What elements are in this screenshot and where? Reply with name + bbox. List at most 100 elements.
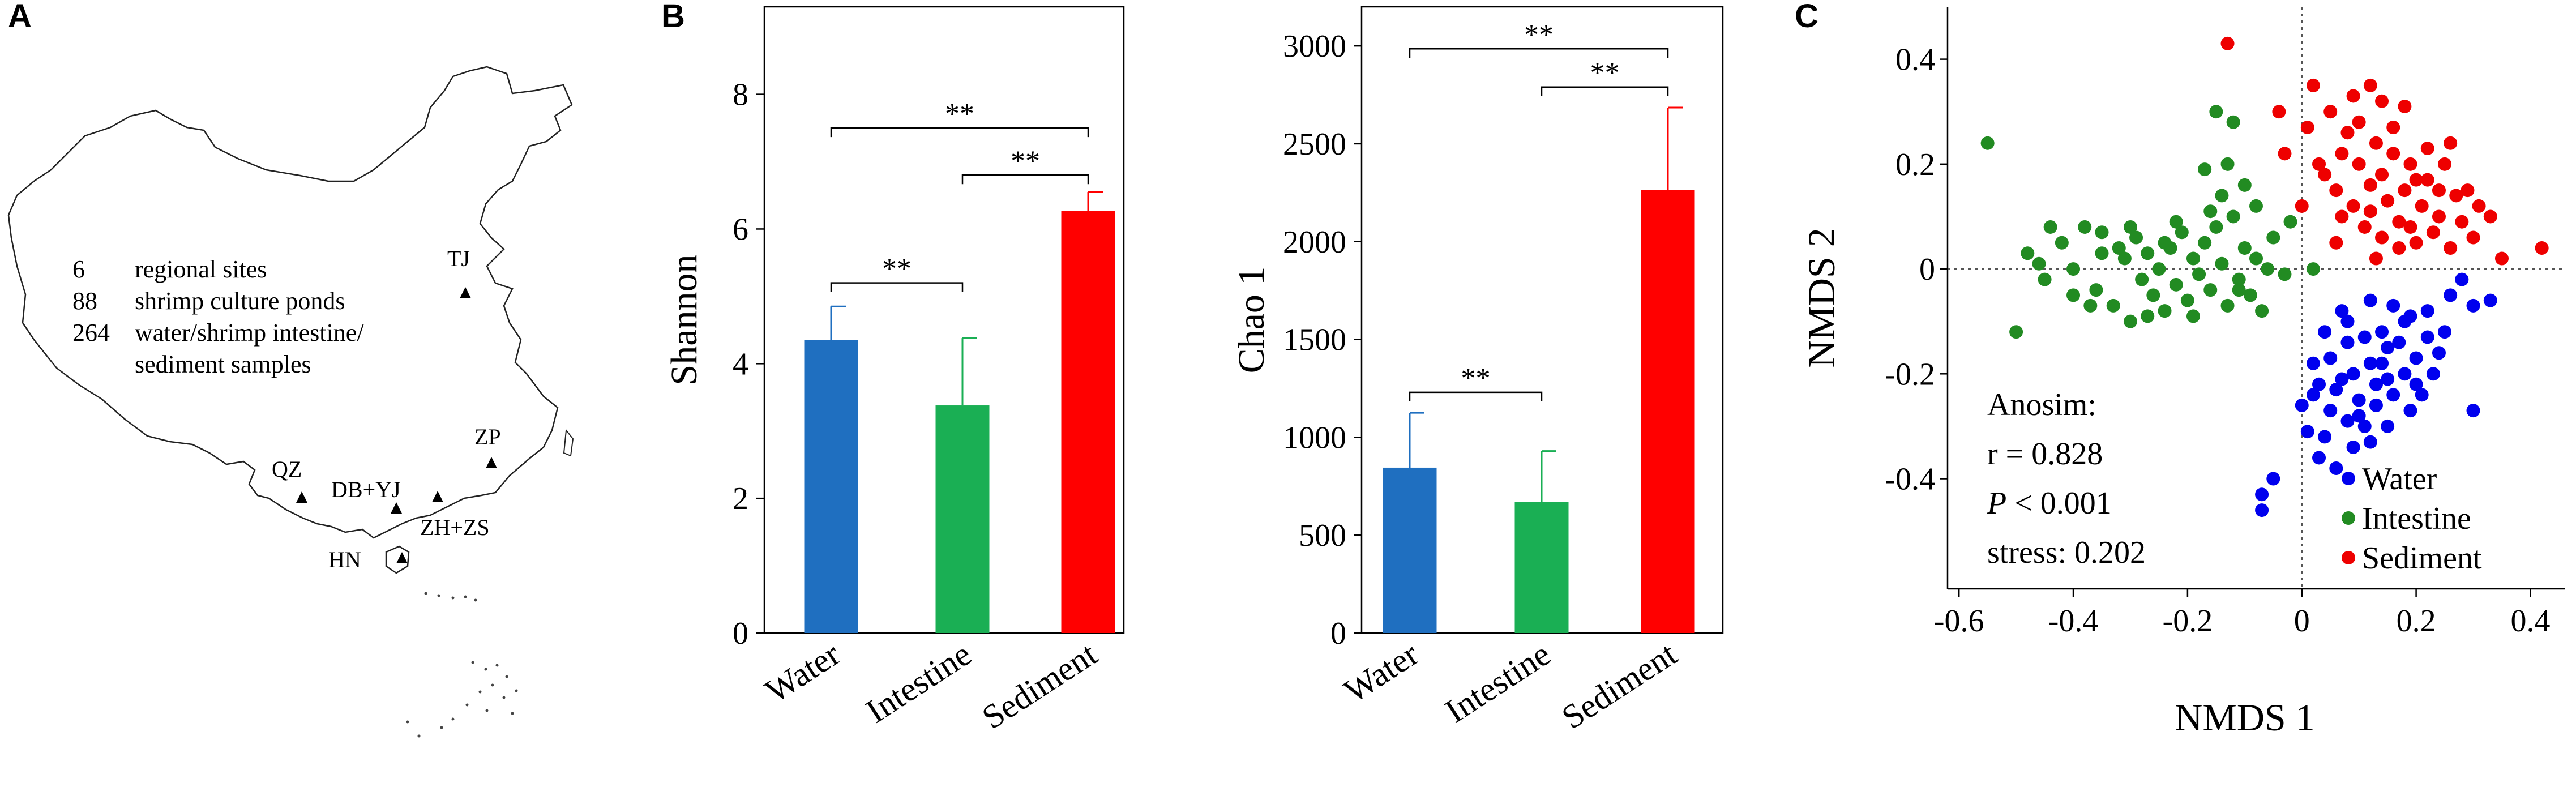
nmds-point-water-50 — [2306, 388, 2320, 402]
shannon-ytick-label-3: 6 — [733, 212, 748, 247]
shannon-sig-label-1: ** — [1011, 145, 1040, 177]
china-map: 6 regional sites 88 shrimp culture ponds… — [7, 66, 574, 738]
nmds-point-sediment-32 — [2494, 251, 2509, 266]
nmds-point-water-11 — [2357, 419, 2372, 433]
nmds-points — [1980, 36, 2549, 518]
shannon-ytick-label-1: 2 — [733, 481, 748, 516]
nmds-point-sediment-42 — [2335, 209, 2349, 224]
nmds-point-intestine-9 — [2106, 298, 2120, 313]
nmds-point-intestine-36 — [2266, 230, 2280, 245]
nmds-point-intestine-45 — [2249, 199, 2263, 213]
nmds-xtick-label-2: -0.2 — [2163, 604, 2213, 639]
nmds-point-sediment-10 — [2352, 157, 2366, 171]
anosim-p-symbol: P — [1987, 486, 2006, 521]
nmds-point-water-48 — [2420, 304, 2434, 318]
nmds-point-intestine-17 — [2158, 304, 2172, 318]
anosim-line-2: r = 0.828 — [1987, 437, 2103, 472]
nmds-point-intestine-16 — [2152, 262, 2166, 276]
nmds-point-intestine-20 — [2175, 225, 2189, 240]
taiwan-outline — [563, 429, 574, 457]
nmds-point-water-5 — [2312, 377, 2326, 391]
nmds-point-sediment-49 — [2403, 220, 2417, 234]
nmds-point-water-19 — [2426, 367, 2440, 381]
nmds-point-water-22 — [2346, 440, 2360, 454]
shannon-xtick-label-intestine: Intestine — [859, 635, 978, 730]
nmds-point-intestine-54 — [2232, 283, 2246, 297]
nmds-point-sediment-33 — [2535, 241, 2549, 255]
nmds-xtick-label-3: 0 — [2294, 604, 2310, 639]
shannon-bar-water — [804, 340, 858, 633]
chao1-ytick-label-2: 1000 — [1283, 420, 1346, 455]
nmds-ytick-label-2: 0 — [1919, 252, 1935, 287]
nmds-point-intestine-39 — [2306, 262, 2320, 276]
nmds-point-water-42 — [2323, 351, 2338, 365]
nmds-point-water-7 — [2375, 325, 2389, 339]
nmds-point-intestine-47 — [2043, 220, 2057, 234]
shannon-bar-sediment — [1061, 211, 1115, 634]
nmds-point-sediment-38 — [2300, 121, 2314, 135]
nmds-point-intestine-41 — [2226, 115, 2240, 129]
nmds-point-water-18 — [2438, 325, 2452, 339]
chao1-ylabel: Chao 1 — [1231, 267, 1272, 374]
nmds-point-intestine-30 — [2232, 272, 2246, 286]
nmds-point-sediment-29 — [2444, 241, 2458, 255]
nmds-point-water-54 — [2318, 325, 2332, 339]
nmds-point-sediment-44 — [2444, 136, 2458, 150]
nmds-ytick-label-4: 0.4 — [1895, 42, 1935, 78]
summary-num-0: 6 — [72, 255, 85, 283]
shannon-ytick-label-2: 4 — [733, 347, 748, 382]
nmds-point-water-23 — [2381, 419, 2395, 433]
nmds-point-intestine-7 — [2089, 283, 2103, 297]
panel-label-c: C — [1795, 0, 1818, 35]
nmds-point-sediment-5 — [2363, 78, 2377, 92]
nmds-point-sediment-51 — [2329, 236, 2343, 250]
nmds-point-intestine-34 — [2255, 304, 2269, 318]
nmds-point-sediment-41 — [2363, 204, 2377, 219]
nmds-ytick-label-1: -0.2 — [1885, 357, 1935, 392]
nmds-point-water-12 — [2420, 330, 2434, 344]
shannon-xtick-label-sediment: Sediment — [975, 635, 1103, 736]
nmds-point-sediment-11 — [2369, 136, 2383, 150]
nmds-point-water-32 — [2466, 404, 2480, 418]
nmds-point-sediment-13 — [2403, 157, 2417, 171]
nmds-point-water-13 — [2386, 388, 2400, 402]
nmds-point-sediment-34 — [2461, 183, 2475, 198]
nmds-xtick-label-4: 0.2 — [2397, 604, 2436, 639]
nmds-point-intestine-12 — [2129, 230, 2143, 245]
nmds-point-intestine-29 — [2226, 209, 2240, 224]
nmds-point-intestine-6 — [2078, 220, 2092, 234]
nmds-point-water-26 — [2398, 314, 2412, 328]
nmds-point-intestine-13 — [2135, 272, 2149, 286]
nmds-point-intestine-24 — [2198, 236, 2212, 250]
chao1-bar-intestine — [1514, 502, 1569, 633]
nmds-point-water-52 — [2340, 414, 2355, 428]
nmds-point-intestine-2 — [2021, 246, 2035, 260]
nmds-point-water-34 — [2312, 451, 2326, 465]
site-label-zhzs: ZH+ZS — [420, 515, 490, 540]
nmds-point-intestine-27 — [2215, 256, 2229, 271]
nmds-point-sediment-12 — [2386, 147, 2400, 161]
nmds-point-intestine-22 — [2186, 251, 2200, 266]
nmds-point-intestine-53 — [2203, 204, 2218, 219]
chao1-sig-bracket-2 — [1409, 391, 1543, 401]
nmds-point-sediment-40 — [2409, 173, 2423, 187]
nmds-point-water-14 — [2306, 356, 2320, 370]
legend-label-water: Water — [2362, 461, 2437, 497]
site-label-zp: ZP — [474, 424, 501, 450]
nmds-point-water-45 — [2409, 377, 2423, 391]
site-marker-zhzs — [432, 491, 443, 502]
nmds-point-sediment-23 — [2449, 189, 2463, 203]
summary-text-2: water/shrimp intestine/ — [135, 319, 364, 347]
nmds-point-sediment-30 — [2466, 230, 2480, 245]
nmds-point-sediment-28 — [2426, 225, 2440, 240]
site-marker-qz — [296, 491, 307, 503]
nmds-point-intestine-58 — [2123, 220, 2137, 234]
legend-marker-water — [2342, 472, 2355, 485]
nmds-point-water-46 — [2432, 346, 2446, 360]
anosim-line-4: stress: 0.202 — [1987, 535, 2146, 570]
legend-marker-intestine — [2342, 511, 2355, 525]
nmds-point-water-10 — [2323, 404, 2338, 418]
summary-text-0: regional sites — [135, 255, 267, 283]
nmds-point-sediment-24 — [2357, 220, 2372, 234]
summary-num-1: 88 — [72, 287, 97, 315]
